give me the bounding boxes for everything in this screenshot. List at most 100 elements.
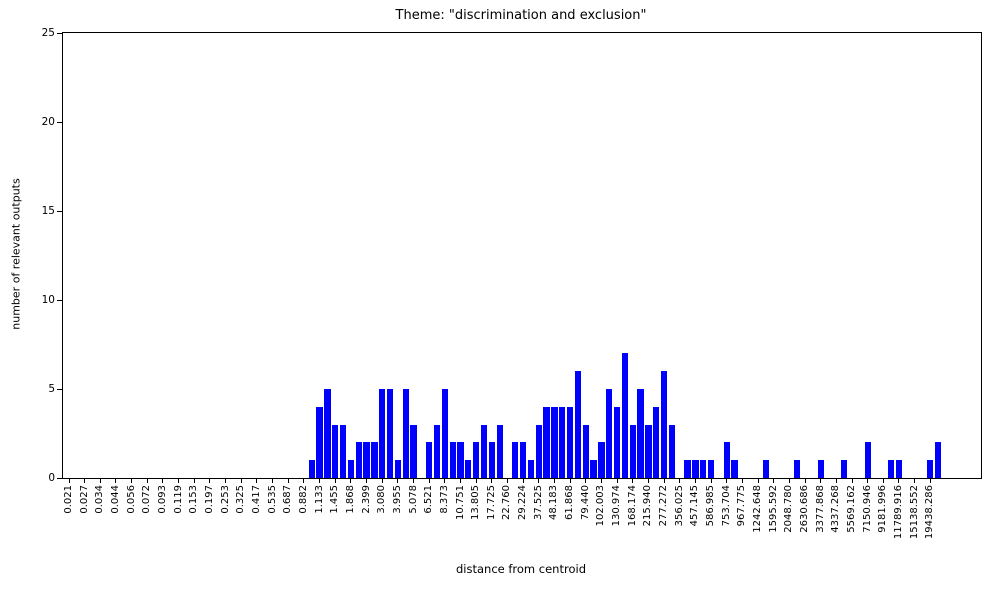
x-tick-label: 5569.162 [846,485,857,533]
x-tick-label: 2048.780 [783,485,795,533]
x-tick-mark [632,479,634,483]
x-tick-mark [679,479,681,483]
x-tick-mark [475,479,477,483]
x-tick-mark [538,479,540,483]
x-tick-label: 1595.592 [767,485,779,533]
x-tick-mark [663,479,665,483]
x-tick-mark [99,479,101,483]
bar [707,460,715,478]
y-tick-label: 0 [48,472,55,484]
x-tick-label: 0.687 [282,485,294,514]
x-tick-mark [553,479,555,483]
bar [613,406,621,478]
bar [363,442,370,478]
x-tick-mark [726,479,728,483]
bar [386,389,394,478]
bar [449,442,456,478]
x-tick-mark [882,479,884,483]
x-tick-label: 1.455 [329,485,341,514]
x-tick-mark [193,479,195,483]
bar [723,442,730,478]
x-tick-label: 1.133 [313,485,325,514]
bar [582,424,589,478]
x-tick-label: 0.535 [266,485,278,514]
bar [527,460,535,478]
bar [332,424,339,478]
x-tick-label: 967.775 [736,485,748,527]
y-tick-label: 15 [41,205,55,217]
bar [543,406,550,478]
x-tick-mark [898,479,900,483]
y-tick-mark [57,299,62,301]
x-tick-mark [303,479,305,483]
bar [355,442,362,478]
x-tick-mark [929,479,931,483]
x-tick-mark [835,479,837,483]
x-tick-label: 8.373 [438,485,450,514]
x-tick-label: 17.725 [485,485,497,520]
bar [441,389,448,478]
x-tick-label: 7150.946 [861,485,873,533]
x-tick-label: 61.868 [564,485,576,520]
x-tick-label: 457.145 [689,485,701,527]
bar [379,389,386,478]
x-tick-mark [710,479,712,483]
y-tick-mark [57,477,62,479]
x-tick-mark [272,479,274,483]
x-tick-label: 168.174 [626,485,638,527]
x-tick-mark [773,479,775,483]
x-tick-label: 0.253 [219,485,231,514]
bar [433,424,441,478]
bar [519,442,527,478]
bar [465,460,472,478]
bar [394,460,401,478]
x-tick-mark [115,479,117,483]
bar [512,442,519,478]
x-tick-label: 1242.648 [752,485,764,533]
x-tick-mark [914,479,916,483]
x-tick-mark [334,479,336,483]
plot-area: 0 5 10 15 20 25 0.021 0.027 0.034 0.044 0.056 0.072… [42,27,982,539]
bar [637,389,644,478]
x-tick-mark [209,479,211,483]
x-tick-label: 3377.868 [814,485,826,533]
bar [888,460,895,478]
bar [551,406,558,478]
x-tick-label: 0.093 [156,485,168,514]
x-tick-mark [162,479,164,483]
x-tick-label: 3.955 [391,485,403,514]
x-tick-label: 0.153 [188,485,200,514]
x-tick-mark [444,479,446,483]
bar [895,460,903,478]
bar [645,424,652,478]
y-axis-label: number of relevant outputs [9,178,23,330]
x-tick-label: 48.183 [548,485,560,520]
x-tick-label: 356.025 [673,485,685,527]
x-tick-mark [381,479,383,483]
x-tick-label: 0.027 [78,485,90,514]
x-tick-label: 15138.552 [908,485,920,540]
bar [347,460,355,478]
y-tick-label: 25 [41,27,55,39]
x-tick-label: 102.003 [595,485,607,527]
bar [316,406,323,478]
x-tick-mark [851,479,853,483]
bar [927,460,934,478]
x-tick-label: 2.399 [360,485,372,514]
x-tick-mark [287,479,289,483]
bar [473,442,480,478]
x-tick-mark [178,479,180,483]
x-tick-mark [788,479,790,483]
x-tick-mark [146,479,148,483]
x-tick-mark [506,479,508,483]
x-tick-label: 37.525 [532,485,544,520]
x-tick-mark [616,479,618,483]
x-tick-label: 0.197 [203,485,215,514]
x-tick-label: 0.417 [250,485,262,514]
x-tick-label: 9181.996 [877,485,889,533]
x-tick-label: 11789.916 [892,485,904,540]
x-tick-label: 79.440 [579,485,591,520]
x-tick-label: 29.224 [517,485,529,520]
x-tick-mark [256,479,258,483]
x-tick-mark [741,479,743,483]
